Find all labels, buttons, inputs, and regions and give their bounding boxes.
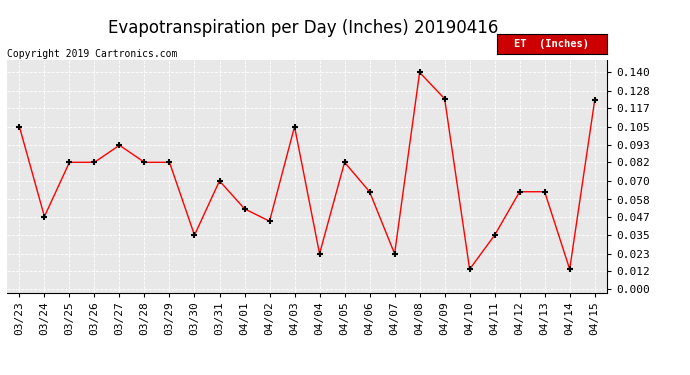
Text: ET  (Inches): ET (Inches) xyxy=(515,39,589,49)
Text: Copyright 2019 Cartronics.com: Copyright 2019 Cartronics.com xyxy=(7,49,177,59)
Text: Evapotranspiration per Day (Inches) 20190416: Evapotranspiration per Day (Inches) 2019… xyxy=(108,19,499,37)
